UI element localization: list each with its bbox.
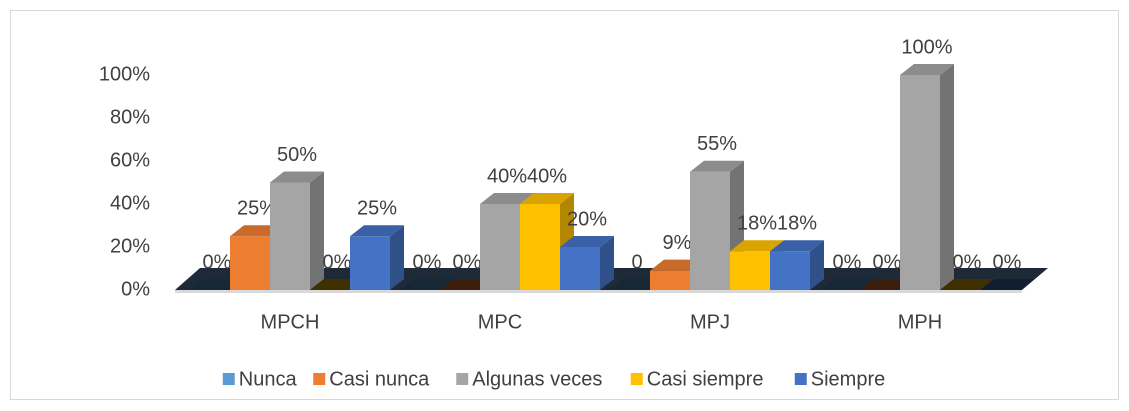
- data-label: 0%: [453, 251, 482, 273]
- x-tick-label: MPCH: [261, 311, 320, 333]
- data-label: 100%: [901, 36, 952, 58]
- bar-top: [480, 193, 534, 204]
- y-tick-label: 0%: [121, 278, 150, 300]
- bar-front: [730, 251, 770, 290]
- data-label: 0%: [833, 251, 862, 273]
- bar-side: [600, 236, 614, 290]
- x-tick-label: MPJ: [690, 311, 730, 333]
- data-label: 0%: [993, 251, 1022, 273]
- bar-top: [730, 240, 784, 252]
- bar-top: [940, 279, 994, 290]
- bar: [350, 225, 404, 290]
- bar-top: [980, 279, 1034, 290]
- bar-top: [520, 193, 574, 204]
- bar-side: [940, 64, 954, 290]
- bar: [270, 171, 324, 290]
- bar-front: [270, 182, 310, 290]
- legend-label: Algunas veces: [472, 368, 602, 390]
- bar-top: [770, 240, 824, 252]
- bar-front: [520, 204, 560, 290]
- legend-marker: [313, 373, 326, 385]
- bar-front: [650, 270, 690, 290]
- bar: [400, 279, 454, 290]
- bar: [770, 240, 824, 290]
- legend-label: Casi nunca: [329, 368, 430, 390]
- data-label: 0%: [203, 251, 232, 273]
- bar-front: [560, 247, 600, 290]
- legend-marker: [794, 373, 807, 385]
- data-label: 40%: [527, 165, 567, 187]
- legend-label: Casi siempre: [647, 368, 764, 390]
- bar: [940, 279, 994, 290]
- bar-top: [350, 225, 404, 237]
- floor-edge: [175, 290, 1022, 293]
- legend-label: Siempre: [811, 368, 885, 390]
- bar-top: [690, 160, 744, 172]
- data-label: 25%: [237, 198, 277, 220]
- data-label: 9%: [663, 232, 692, 254]
- data-label: 0%: [953, 251, 982, 273]
- y-tick-label: 100%: [99, 63, 150, 85]
- data-label: 20%: [567, 208, 607, 230]
- legend-marker: [222, 373, 235, 385]
- bar-front: [770, 251, 810, 290]
- bar: [900, 64, 954, 290]
- data-label: 0%: [873, 251, 902, 273]
- bar-top: [400, 279, 454, 290]
- data-label: 50%: [277, 144, 317, 166]
- data-label: 18%: [737, 213, 777, 235]
- x-tick-label: MPC: [478, 311, 522, 333]
- bar-front: [690, 171, 730, 290]
- bar-top: [270, 171, 324, 183]
- bar-top: [900, 64, 954, 75]
- data-label: 0%: [413, 251, 442, 273]
- bar-front: [350, 236, 390, 290]
- bar: [820, 279, 874, 290]
- bar-front: [230, 236, 270, 290]
- data-label: 0: [631, 251, 642, 273]
- bar-front: [480, 204, 520, 290]
- y-tick-label: 60%: [110, 149, 150, 171]
- bar-top: [820, 279, 874, 290]
- data-label: 0%: [323, 251, 352, 273]
- bar-side: [810, 240, 824, 290]
- data-label: 18%: [777, 213, 817, 235]
- bar-front: [900, 75, 940, 290]
- bar: [560, 236, 614, 290]
- data-label: 55%: [697, 133, 737, 155]
- x-tick-label: MPH: [898, 311, 942, 333]
- bar-top: [560, 236, 614, 247]
- y-tick-label: 40%: [110, 192, 150, 214]
- legend-marker: [630, 373, 643, 385]
- bar-side: [310, 171, 324, 290]
- data-label: 40%: [487, 165, 527, 187]
- y-tick-label: 80%: [110, 106, 150, 128]
- data-label: 25%: [357, 198, 397, 220]
- bar-side: [390, 225, 404, 290]
- y-tick-label: 20%: [110, 235, 150, 257]
- legend-label: Nunca: [239, 368, 298, 390]
- bar: [980, 279, 1034, 290]
- legend-marker: [456, 373, 469, 385]
